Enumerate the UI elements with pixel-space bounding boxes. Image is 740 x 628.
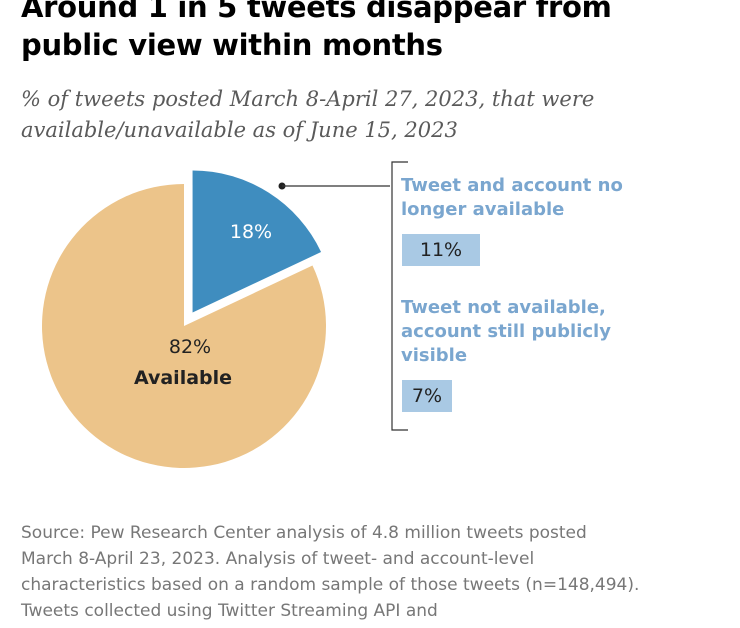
- source-note: Source: Pew Research Center analysis of …: [21, 523, 640, 621]
- pie-slice-available: [41, 184, 326, 468]
- slice-value-label-available: 82%: [169, 336, 211, 358]
- pie-slice-unavailable: [192, 170, 322, 313]
- breakdown-value-2: 7%: [402, 380, 452, 412]
- breakdown-bracket: [391, 161, 408, 431]
- slice-category-label-available: Available: [134, 367, 232, 389]
- breakdown-label-2: Tweet not available, account still publi…: [401, 297, 611, 366]
- breakdown-label-1: Tweet and account no longer available: [401, 175, 623, 220]
- slice-value-label-unavailable: 18%: [230, 221, 272, 243]
- chart-subtitle: % of tweets posted March 8-April 27, 202…: [21, 87, 595, 142]
- chart-title: Around 1 in 5 tweets disappear from publ…: [21, 0, 612, 62]
- breakdown-value-1: 11%: [402, 234, 480, 266]
